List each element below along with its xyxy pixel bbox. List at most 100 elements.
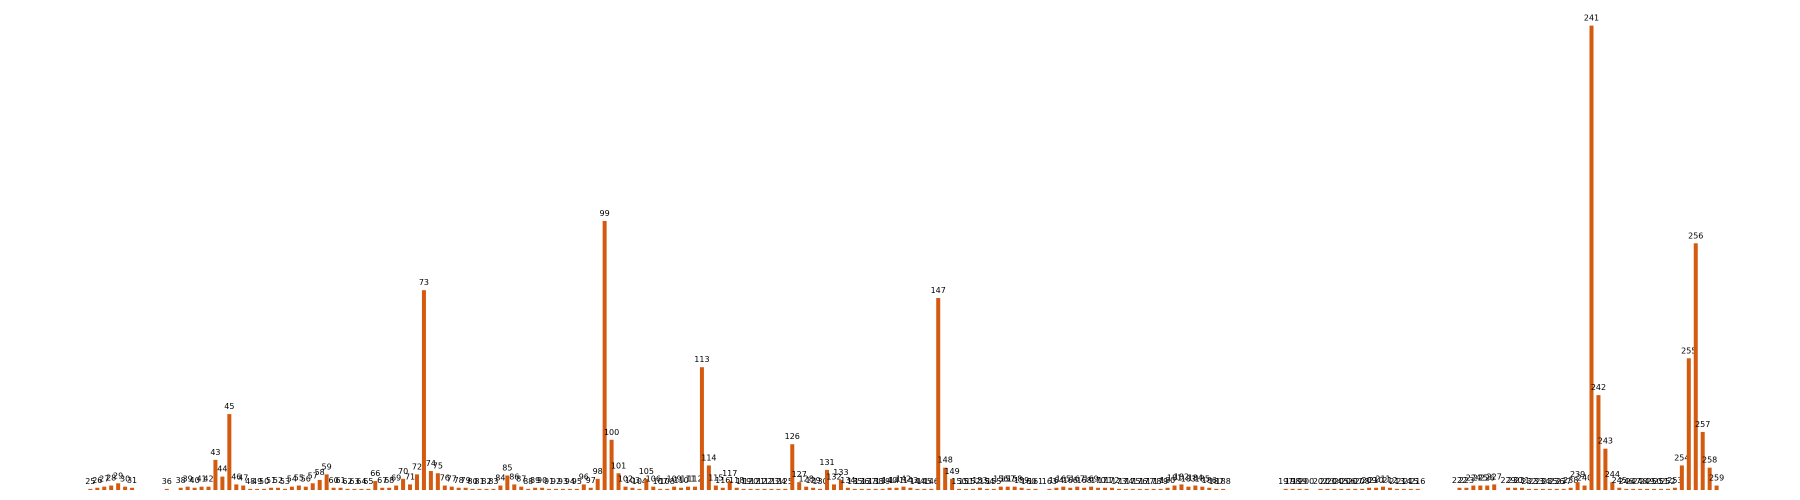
bar-label: 185	[1195, 475, 1210, 484]
bar-label: 101	[611, 461, 626, 470]
bar	[1575, 482, 1580, 490]
bar-label: 178	[1146, 477, 1161, 486]
bar-label: 224	[1466, 474, 1481, 483]
bar	[192, 487, 197, 490]
bar	[755, 488, 760, 490]
bar-label: 208	[1355, 477, 1370, 486]
bar-label: 44	[217, 465, 227, 474]
bar	[831, 484, 836, 490]
bar	[1478, 485, 1483, 490]
bar	[859, 488, 864, 490]
bar	[567, 488, 572, 490]
bar	[248, 488, 253, 490]
bar	[623, 486, 628, 490]
bar	[1367, 487, 1372, 490]
bar	[296, 485, 301, 490]
bar-label: 65	[363, 477, 373, 486]
bar	[838, 479, 843, 490]
bar	[1520, 487, 1525, 490]
bar-label: 179	[1153, 477, 1168, 486]
bar	[1374, 487, 1379, 490]
bar-label: 61	[335, 476, 345, 485]
bar-label: 157	[1000, 475, 1015, 484]
bar-label: 69	[391, 474, 401, 483]
bar	[602, 220, 607, 490]
bar-label: 238	[1563, 476, 1578, 485]
bar	[588, 487, 593, 490]
bar	[505, 475, 510, 490]
bar-label: 49	[252, 477, 262, 486]
bar-label: 111	[680, 475, 695, 484]
bar	[713, 485, 718, 490]
bar	[998, 486, 1003, 490]
bar	[241, 485, 246, 490]
bar	[401, 478, 406, 490]
bar-label: 249	[1639, 477, 1654, 486]
bar	[887, 487, 892, 490]
bar	[1297, 488, 1302, 490]
bar-label: 120	[743, 477, 758, 486]
bar	[1047, 488, 1052, 490]
bar-label: 175	[1125, 477, 1140, 486]
bar-label: 245	[1612, 476, 1627, 485]
bar-label: 246	[1619, 477, 1634, 486]
bar	[484, 488, 489, 490]
bar-label: 212	[1382, 476, 1397, 485]
bar-label: 38	[176, 476, 186, 485]
bar	[1603, 448, 1608, 490]
bar-label: 131	[819, 458, 834, 467]
bar-label: 222	[1452, 476, 1467, 485]
bar-label: 91	[544, 477, 554, 486]
bar-label: 209	[1361, 476, 1376, 485]
bar	[679, 487, 684, 490]
bar-label: 197	[1278, 477, 1293, 486]
bar-label: 60	[328, 476, 338, 485]
bar	[324, 474, 329, 490]
bar-label: 237	[1556, 477, 1571, 486]
bar-label: 26	[92, 476, 102, 485]
bar	[970, 488, 975, 490]
bar-label: 143	[903, 476, 918, 485]
bar-label: 87	[516, 475, 526, 484]
bar-label: 146	[924, 477, 939, 486]
bar-label: 31	[127, 476, 137, 485]
bar	[1665, 488, 1670, 490]
bar	[1075, 486, 1080, 490]
bar-label: 210	[1368, 476, 1383, 485]
bar	[1283, 488, 1288, 490]
bar	[1290, 488, 1295, 490]
bar	[1019, 487, 1024, 490]
bar-label: 155	[986, 477, 1001, 486]
bar-label: 29	[113, 471, 123, 480]
bar-label: 106	[646, 475, 661, 484]
bar	[1130, 488, 1135, 490]
bar	[533, 487, 538, 490]
bar-label: 133	[833, 468, 848, 477]
bar	[352, 488, 357, 490]
bar-label: 40	[190, 476, 200, 485]
bar	[1672, 487, 1677, 490]
bar-label: 27	[99, 475, 109, 484]
bar-label: 86	[509, 472, 519, 481]
bar	[512, 484, 517, 490]
bar	[1082, 487, 1087, 490]
bar	[1012, 486, 1017, 490]
bar-label: 71	[405, 472, 415, 481]
bar-label: 151	[958, 477, 973, 486]
bar-label: 258	[1702, 456, 1717, 465]
bar	[1304, 488, 1309, 490]
bar	[1151, 488, 1156, 490]
bar-label: 130	[812, 477, 827, 486]
bar-label: 75	[433, 461, 443, 470]
bar-label: 172	[1104, 476, 1119, 485]
bar	[880, 488, 885, 490]
bar	[574, 488, 579, 490]
bar	[1617, 487, 1622, 490]
bar	[560, 488, 565, 490]
bar-label: 93	[558, 477, 568, 486]
bar	[1652, 488, 1657, 490]
bar	[1089, 486, 1094, 490]
bar-label: 170	[1090, 476, 1105, 485]
bar	[470, 488, 475, 490]
bar-label: 108	[660, 477, 675, 486]
